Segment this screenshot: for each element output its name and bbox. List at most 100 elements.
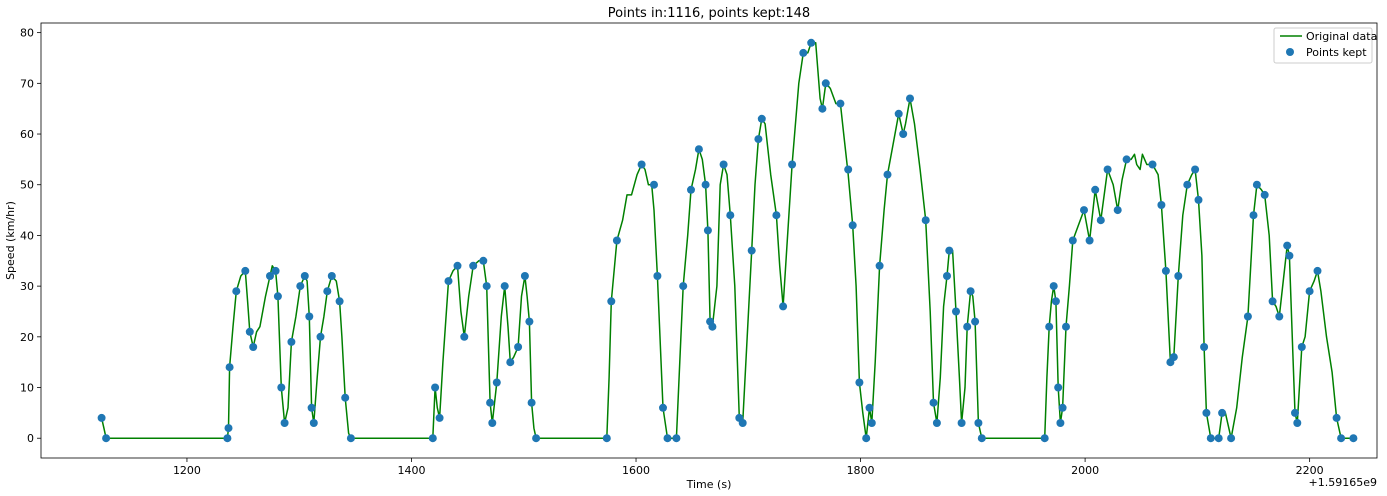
original-data-line (100, 42, 1354, 439)
point-kept-marker (957, 419, 966, 427)
point-kept-marker (245, 327, 254, 336)
point-kept-marker (754, 135, 763, 144)
point-kept-marker (952, 307, 960, 316)
point-kept-marker (1218, 408, 1227, 417)
point-kept-marker (486, 398, 495, 407)
plot-area (40, 22, 1378, 459)
point-kept-marker (225, 363, 234, 372)
point-kept-marker (637, 160, 646, 169)
point-kept-marker (966, 287, 975, 296)
point-kept-marker (428, 434, 437, 443)
point-kept-marker (316, 332, 325, 341)
point-kept-marker (971, 317, 980, 326)
point-kept-marker (894, 109, 903, 118)
point-kept-marker (818, 104, 827, 113)
point-kept-marker (488, 419, 497, 427)
point-kept-marker (1080, 206, 1088, 215)
point-kept-marker (1148, 160, 1157, 169)
point-kept-marker (943, 272, 951, 280)
point-kept-marker (1206, 434, 1215, 443)
point-kept-marker (848, 221, 857, 230)
point-kept-marker (799, 48, 808, 57)
point-kept-marker (719, 160, 728, 169)
point-kept-marker (772, 211, 781, 220)
point-kept-marker (1183, 180, 1192, 189)
y-axis: 0 10 20 30 40 50 60 70 80 (20, 27, 41, 445)
chart-title: Points in:1116, points kept:148 (608, 6, 810, 21)
point-kept-marker (232, 287, 241, 296)
x-tick-label: 2000 (1071, 464, 1099, 477)
point-kept-marker (1305, 287, 1314, 296)
y-tick-label: 70 (20, 77, 34, 90)
point-kept-marker (305, 312, 314, 321)
y-tick-label: 10 (20, 382, 34, 395)
y-tick-label: 0 (27, 432, 34, 445)
legend-original-label: Original data (1306, 30, 1377, 43)
point-kept-marker (738, 419, 747, 427)
point-kept-marker (500, 282, 509, 291)
point-kept-marker (1200, 343, 1209, 351)
point-kept-marker (1058, 403, 1067, 412)
point-kept-marker (899, 130, 908, 138)
point-kept-marker (883, 170, 892, 179)
point-kept-marker (1285, 251, 1294, 260)
point-kept-marker (1045, 322, 1054, 331)
point-kept-marker (865, 403, 874, 412)
point-kept-marker (708, 322, 717, 331)
point-kept-marker (663, 434, 672, 443)
point-kept-marker (602, 434, 611, 443)
point-kept-marker (1202, 408, 1211, 417)
point-kept-marker (1054, 383, 1063, 392)
point-kept-marker (906, 94, 914, 103)
point-kept-marker (1068, 236, 1077, 245)
point-kept-marker (779, 302, 788, 311)
point-kept-marker (1275, 312, 1284, 321)
x-tick-label: 1400 (397, 464, 425, 477)
point-kept-marker (1337, 434, 1346, 443)
point-kept-marker (453, 261, 462, 270)
y-tick-label: 50 (20, 179, 34, 192)
point-kept-marker (757, 114, 766, 123)
point-kept-marker (703, 226, 712, 235)
point-kept-marker (1332, 413, 1341, 422)
plot-frame (40, 22, 1378, 459)
point-kept-marker (307, 403, 316, 412)
point-kept-marker (977, 434, 986, 443)
point-kept-marker (687, 185, 695, 194)
point-kept-marker (1252, 180, 1261, 189)
point-kept-marker (520, 272, 529, 280)
point-kept-marker (444, 277, 453, 286)
point-kept-marker (836, 99, 845, 108)
y-axis-label: Speed (km/hr) (4, 201, 17, 280)
original-data-series (100, 42, 1354, 439)
point-kept-marker (844, 165, 853, 174)
point-kept-marker (1096, 216, 1105, 225)
point-kept-marker (97, 413, 106, 422)
point-kept-marker (102, 434, 111, 443)
point-kept-marker (482, 282, 491, 291)
point-kept-marker (653, 272, 662, 280)
point-kept-marker (821, 79, 830, 88)
point-kept-marker (532, 434, 541, 443)
y-tick-label: 30 (20, 280, 34, 293)
point-kept-marker (1283, 241, 1292, 250)
point-kept-marker (335, 297, 344, 306)
y-tick-label: 60 (20, 128, 34, 141)
point-kept-marker (277, 383, 286, 392)
point-kept-marker (1113, 206, 1122, 215)
point-kept-marker (479, 256, 488, 265)
point-kept-marker (1268, 297, 1277, 306)
point-kept-marker (1049, 282, 1058, 291)
point-kept-marker (1313, 266, 1322, 275)
point-kept-marker (1056, 419, 1065, 427)
point-kept-marker (929, 398, 938, 407)
point-kept-marker (1260, 190, 1269, 199)
point-kept-marker (327, 272, 336, 280)
point-kept-marker (224, 424, 233, 433)
point-kept-marker (1191, 165, 1200, 174)
point-kept-marker (855, 378, 864, 387)
point-kept-marker (346, 434, 355, 443)
point-kept-marker (431, 383, 440, 392)
point-kept-marker (1157, 201, 1166, 209)
